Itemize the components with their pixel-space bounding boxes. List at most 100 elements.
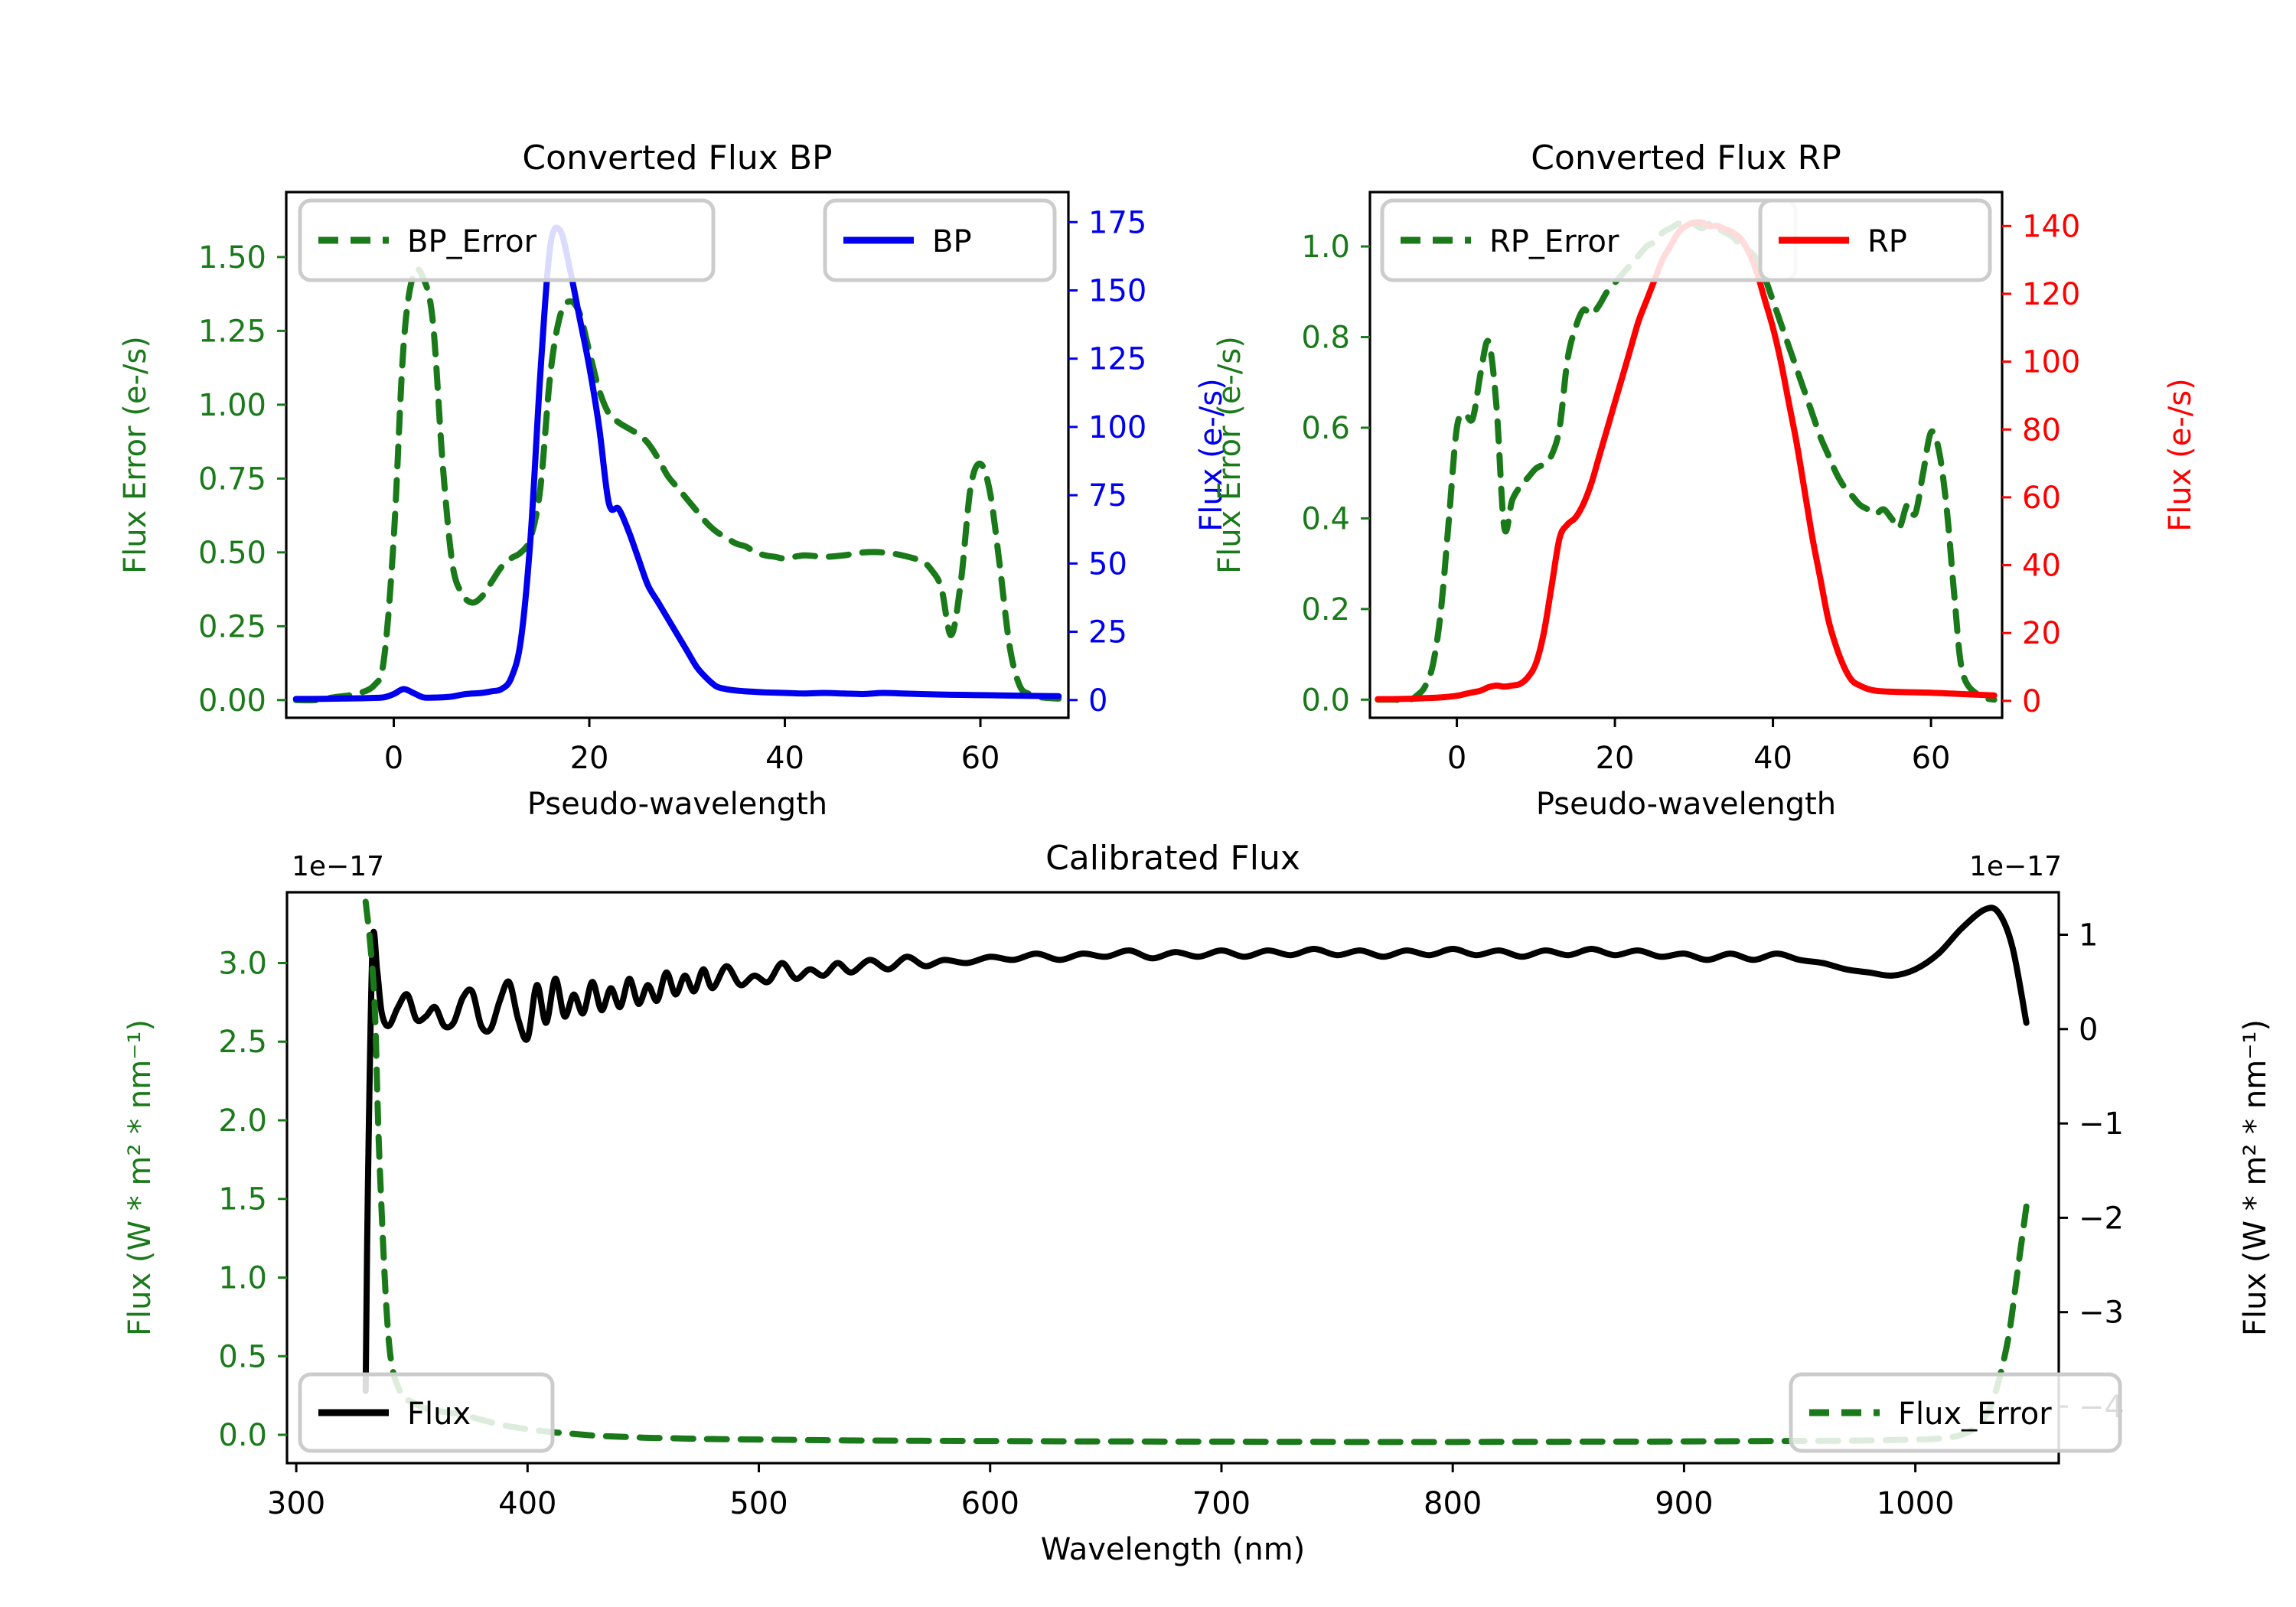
legend-flux-error: Flux_Error (1789, 1372, 2122, 1453)
y-tick-label-left: 0.2 (1301, 592, 1350, 627)
legend-label-flux: Flux (407, 1397, 471, 1432)
plot-area-bp (292, 224, 1062, 704)
legend-box (1758, 198, 1992, 282)
y-axis-label-right: Flux (e-/s) (1194, 378, 1229, 531)
y-tick-label-right: 150 (1088, 273, 1146, 308)
axes-frame (285, 891, 2060, 1465)
y-tick-label-left: 2.5 (218, 1025, 267, 1060)
plot-area-cal (362, 898, 2030, 1446)
x-tick-label: 800 (1424, 1486, 1482, 1521)
y-axis-label-left: Flux Error (e-/s) (1212, 336, 1247, 574)
y-axis-label-left: Flux Error (e-/s) (118, 336, 153, 574)
series-bp_error (292, 266, 1062, 704)
y-tick-label-left: 0.5 (218, 1339, 267, 1374)
legend-rp-error: RP_Error (1380, 198, 1798, 282)
legend-label-flux-error: Flux_Error (1898, 1397, 2052, 1432)
legend-box (823, 198, 1057, 282)
legend-label-rp: RP (1867, 224, 1907, 259)
y-tick-label-right: 40 (2022, 549, 2061, 584)
x-tick-label: 400 (498, 1486, 556, 1521)
y-tick-label-left: 1.0 (218, 1260, 267, 1296)
y-tick-label-left: 1.25 (198, 314, 266, 349)
y-tick-label-right: 120 (2022, 277, 2080, 312)
x-tick-label: 1000 (1877, 1486, 1955, 1521)
panel-rp: Converted Flux RP 0 20 40 60 Pseudo-wavelengt… (1212, 139, 2198, 822)
y-tick-label-right: 0 (2079, 1012, 2098, 1048)
x-tick-label: 0 (384, 741, 403, 776)
series-rp_error (1375, 218, 1998, 703)
y-tick-label-left: 3.0 (218, 946, 267, 981)
y-axis-label-left: Flux (W * m² * nm⁻¹) (122, 1019, 158, 1336)
y-tick-label-left: 0.8 (1301, 321, 1350, 356)
y-tick-label-left: 0.0 (218, 1418, 267, 1453)
x-tick-label: 20 (570, 741, 609, 776)
y-tick-label-right: 50 (1088, 546, 1127, 582)
y-tick-label-right: 1 (2079, 918, 2098, 953)
series-bp (292, 224, 1062, 702)
y-axis-label-right: Flux (W * m² * nm⁻¹) (2238, 1019, 2273, 1336)
y-tick-label-left: 0.25 (198, 609, 266, 644)
y-axis-offset-right: 1e−17 (1969, 851, 2062, 882)
legend-bp-error: BP_Error (298, 198, 716, 282)
y-tick-label-right: 175 (1088, 205, 1146, 240)
panel-bp: Converted Flux BP 0 20 40 60 Pseudo-wavelengt… (118, 139, 1229, 822)
y-tick-label-left: 0.4 (1301, 501, 1350, 536)
y-axis-offset-left: 1e−17 (292, 851, 384, 882)
x-tick-label: 0 (1447, 741, 1466, 776)
axes-frame (285, 191, 1070, 719)
x-tick-label: 40 (765, 741, 804, 776)
legend-label-bp: BP (932, 224, 972, 259)
legend-box (1789, 1372, 2122, 1453)
panel-title: Converted Flux RP (1531, 139, 1841, 178)
y-tick-label-right: 140 (2022, 209, 2080, 244)
y-tick-label-left: 0.6 (1301, 411, 1350, 446)
y-tick-label-right: 80 (2022, 412, 2061, 448)
series-flux_error (362, 898, 2030, 1446)
y-tick-label-left: 0.0 (1301, 683, 1350, 718)
y-tick-label-left: 1.50 (198, 240, 266, 275)
x-axis-label: Wavelength (nm) (1041, 1532, 1306, 1567)
x-axis-label: Pseudo-wavelength (527, 787, 827, 822)
y-tick-label-right: 25 (1088, 615, 1127, 650)
legend-box (298, 198, 716, 282)
x-tick-label: 500 (729, 1486, 788, 1521)
series-rp (1375, 219, 1998, 702)
y-tick-label-left: 1.0 (1301, 230, 1350, 265)
y-tick-label-right: −3 (2079, 1296, 2124, 1331)
y-tick-label-right: 125 (1088, 342, 1146, 377)
y-tick-label-left: 0.75 (198, 461, 266, 497)
y-tick-label-left: 0.50 (198, 536, 266, 571)
y-tick-label-left: 1.00 (198, 388, 266, 423)
y-tick-label-right: 75 (1088, 478, 1127, 513)
x-tick-label: 60 (1912, 741, 1951, 776)
legend-label-rp-error: RP_Error (1489, 224, 1619, 259)
x-tick-label: 900 (1655, 1486, 1713, 1521)
axes-frame (1368, 191, 2004, 719)
x-axis-label: Pseudo-wavelength (1536, 787, 1836, 822)
plot-area-rp (1375, 218, 1998, 703)
panel-cal: Calibrated Flux 300 400 500 600 700 800 900 1000… (122, 839, 2273, 1567)
y-tick-label-left: 2.0 (218, 1103, 267, 1139)
legend-box (298, 1372, 555, 1453)
x-tick-label: 40 (1753, 741, 1792, 776)
y-tick-label-right: 0 (2022, 684, 2041, 719)
y-tick-label-right: 100 (2022, 345, 2080, 380)
y-tick-label-right: 0 (1088, 683, 1107, 719)
y-tick-label-right: −1 (2079, 1107, 2124, 1142)
x-tick-label: 300 (267, 1486, 325, 1521)
y-tick-label-right: 20 (2022, 616, 2061, 651)
y-tick-label-right: 100 (1088, 410, 1146, 445)
x-tick-label: 20 (1596, 741, 1635, 776)
legend-bp: BP (823, 198, 1057, 282)
panel-title: Converted Flux BP (522, 139, 832, 178)
x-tick-label: 700 (1192, 1486, 1251, 1521)
y-tick-label-left: 1.5 (218, 1182, 267, 1217)
legend-flux: Flux (298, 1372, 555, 1453)
legend-label-bp-error: BP_Error (407, 224, 537, 259)
y-tick-label-left: 0.00 (198, 683, 266, 719)
series-flux (362, 905, 2030, 1394)
x-tick-label: 600 (961, 1486, 1019, 1521)
x-tick-label: 60 (961, 741, 1000, 776)
